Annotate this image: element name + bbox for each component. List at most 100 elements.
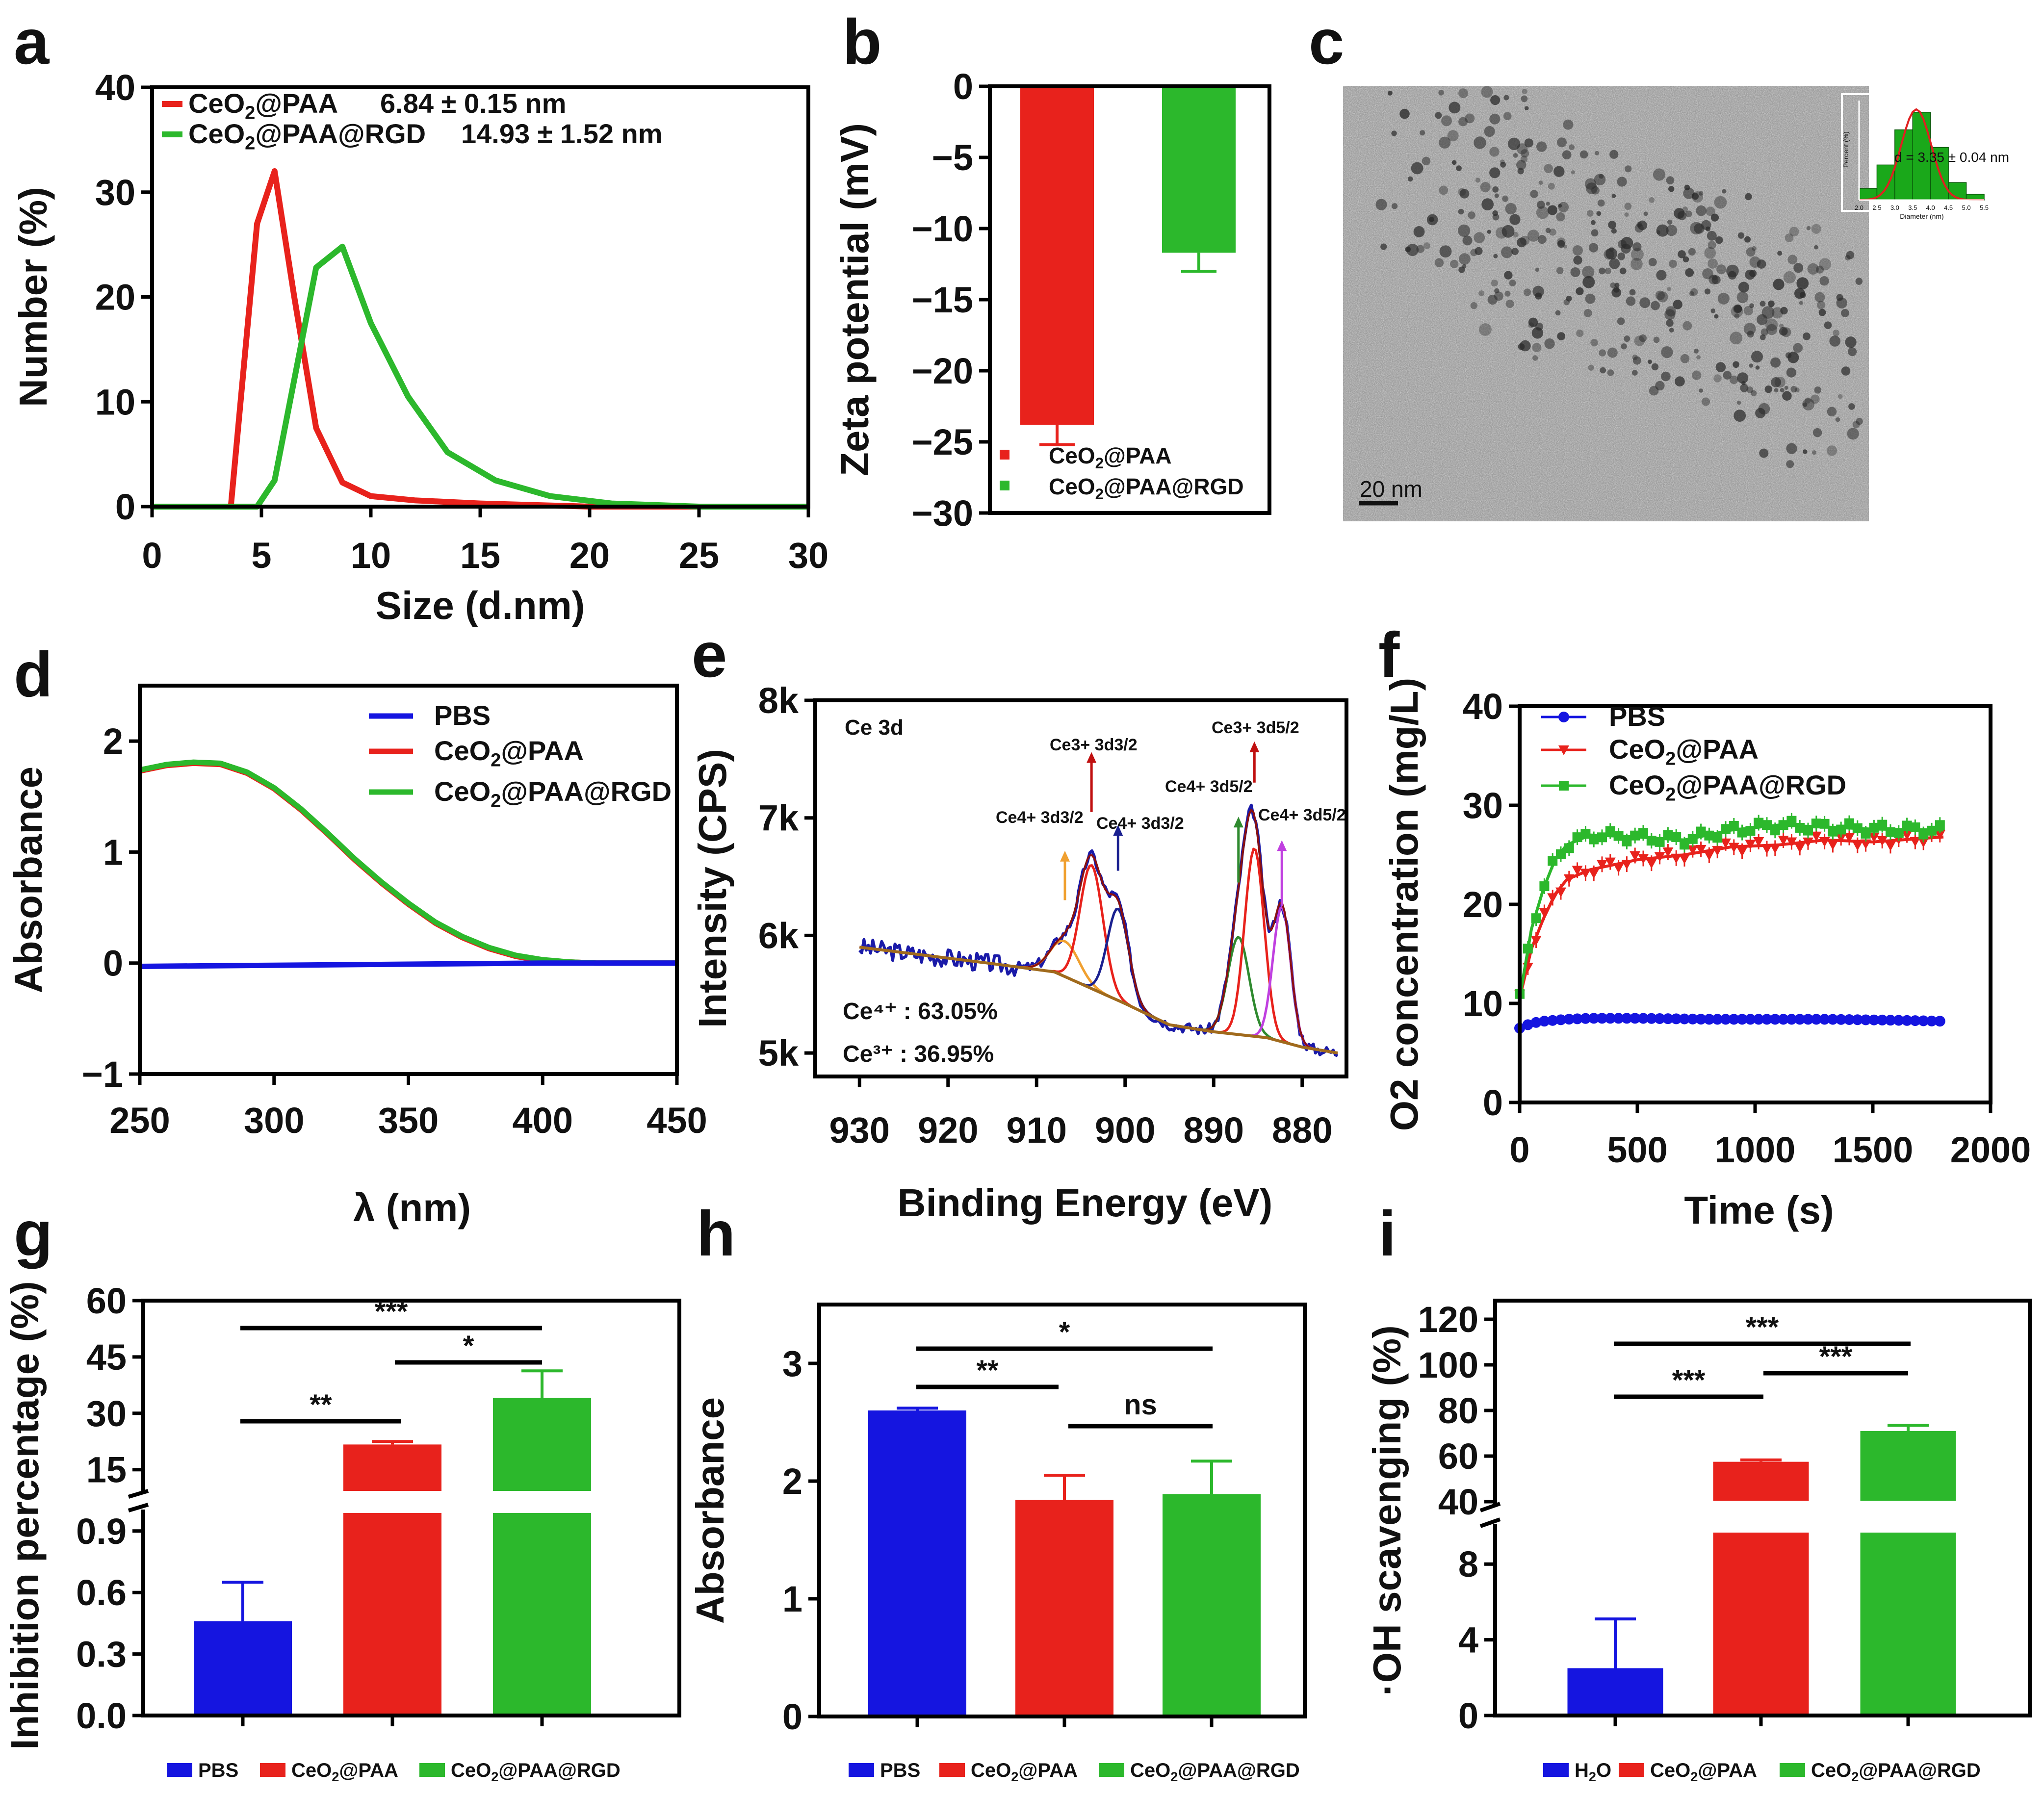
bar-ceo2-paa — [1020, 86, 1094, 425]
inset-x-tick: 5.0 — [1962, 204, 1971, 211]
nanoparticle-dot — [1563, 244, 1567, 249]
o2-marker — [1761, 844, 1772, 854]
series-line-ceo2-paa-rgd — [152, 243, 808, 510]
o2-marker — [1605, 826, 1615, 836]
nanoparticle-dot — [1723, 371, 1732, 380]
nanoparticle-dot — [1771, 377, 1782, 387]
o2-marker — [1580, 869, 1591, 879]
nanoparticle-dot — [1599, 267, 1606, 275]
o2-marker — [1786, 1014, 1797, 1025]
o2-marker — [1556, 849, 1566, 859]
nanoparticle-dot — [1621, 343, 1627, 350]
nanoparticle-dot — [1590, 339, 1598, 347]
o2-marker — [1852, 841, 1863, 851]
nanoparticle-dot — [1518, 343, 1525, 350]
panel-f-oxygen-concentration: 0 500 1000 1500 2000 0 10 20 30 40 Time (s) O2 conc… — [1382, 678, 2031, 1232]
nanoparticle-dot — [1848, 347, 1857, 357]
nanoparticle-dot — [1505, 300, 1514, 308]
nanoparticle-dot — [1449, 102, 1461, 114]
legend-label-main: CeO — [1049, 443, 1095, 468]
fit-component-peak — [859, 905, 1338, 1054]
nanoparticle-dot — [1576, 329, 1584, 337]
nanoparticle-dot — [1632, 370, 1638, 376]
nanoparticle-dot — [1829, 335, 1840, 347]
o2-marker — [1910, 837, 1921, 847]
nanoparticle-dot — [1491, 280, 1498, 287]
x-tick-label: 910 — [1007, 1110, 1067, 1151]
nanoparticle-dot — [1504, 271, 1513, 280]
o2-marker — [1539, 1016, 1550, 1027]
o2-marker — [1753, 837, 1764, 847]
y-tick-label: 8k — [758, 680, 799, 721]
peak-arrow-head — [1277, 840, 1287, 851]
x-tick-label: 920 — [918, 1110, 978, 1151]
legend-label-main: PBS — [198, 1760, 238, 1781]
size-value-label: 14.93 ± 1.52 nm — [461, 118, 663, 149]
o2-marker — [1621, 860, 1632, 870]
y-axis-title: Number (%) — [11, 187, 55, 407]
nanoparticle-dot — [1818, 308, 1826, 316]
nanoparticle-dot — [1479, 323, 1492, 336]
nanoparticle-dot — [1494, 291, 1503, 301]
nanoparticle-dot — [1803, 332, 1811, 340]
nanoparticle-dot — [1599, 174, 1604, 179]
nanoparticle-dot — [1507, 137, 1521, 151]
o2-marker — [1572, 832, 1582, 843]
nanoparticle-dot — [1538, 180, 1543, 185]
legend-label-rest: @PAA — [501, 735, 584, 766]
scale-bar-label: 20 nm — [1360, 476, 1423, 502]
nanoparticle-dot — [1478, 290, 1485, 297]
nanoparticle-dot — [1685, 210, 1692, 217]
nanoparticle-dot — [1737, 232, 1744, 239]
nanoparticle-dot — [1835, 417, 1840, 422]
o2-marker — [1877, 836, 1888, 846]
nanoparticle-dot — [1535, 292, 1542, 300]
nanoparticle-dot — [1836, 297, 1847, 308]
nanoparticle-dot — [1656, 230, 1660, 234]
peak-label: Ce3+ 3d3/2 — [1050, 736, 1138, 754]
nanoparticle-dot — [1617, 252, 1626, 260]
o2-marker — [1852, 1014, 1863, 1025]
x-tick-label: 0 — [1509, 1129, 1529, 1170]
o2-marker — [1861, 828, 1871, 839]
significance-label: * — [1059, 1316, 1070, 1348]
legend-label: CeO2@PAA@RGD — [1130, 1760, 1300, 1784]
o2-marker — [1754, 818, 1764, 828]
ce4-percentage: Ce⁴⁺ : 63.05% — [843, 999, 998, 1025]
nanoparticle-dot — [1639, 297, 1651, 308]
y-tick-label: 45 — [86, 1337, 127, 1378]
o2-marker — [1622, 836, 1632, 846]
nanoparticle-dot — [1800, 292, 1806, 298]
y-tick-label: 1 — [103, 832, 123, 872]
legend-label-main: CeO — [1650, 1760, 1690, 1781]
nanoparticle-dot — [1576, 287, 1584, 295]
axis-break-mark — [1479, 1502, 1501, 1512]
nanoparticle-dot — [1411, 162, 1423, 175]
legend-label-main: CeO — [434, 735, 491, 766]
nanoparticle-dot — [1784, 385, 1788, 390]
nanoparticle-dot — [1780, 307, 1788, 315]
y-tick-label: 10 — [95, 382, 135, 422]
y-tick-label: 0 — [953, 66, 973, 107]
error-bar — [521, 1369, 563, 1398]
o2-marker — [1811, 819, 1821, 829]
o2-marker — [1736, 1014, 1748, 1025]
nanoparticle-dot — [1774, 388, 1779, 393]
nanoparticle-dot — [1555, 310, 1561, 316]
y-tick-label: 0 — [1483, 1082, 1503, 1123]
panel-i-oh-scavenging: 40 60 80 100 120 0 4 8 ·OH scavenging (%) *** *** *… — [1365, 1299, 2032, 1784]
nanoparticle-dot — [1699, 388, 1703, 393]
o2-marker — [1836, 1014, 1847, 1025]
x-tick-label: 1000 — [1715, 1129, 1796, 1170]
o2-marker — [1729, 820, 1739, 831]
nanoparticle-dot — [1608, 221, 1617, 229]
legend-label: PBS — [198, 1760, 238, 1781]
nanoparticle-dot — [1547, 205, 1557, 215]
nanoparticle-dot — [1855, 278, 1863, 285]
nanoparticle-dot — [1773, 279, 1785, 290]
nanoparticle-dot — [1388, 91, 1393, 96]
o2-series-line — [1518, 835, 1944, 999]
peak-label: Ce4+ 3d3/2 — [1096, 814, 1184, 833]
panel-c-tem-image: 20 nm d = 3.35 ± 0.04 nm 2.0 2.5 3.0 3.5 4.0 4.… — [1343, 86, 2009, 521]
nanoparticle-dot — [1651, 363, 1659, 371]
